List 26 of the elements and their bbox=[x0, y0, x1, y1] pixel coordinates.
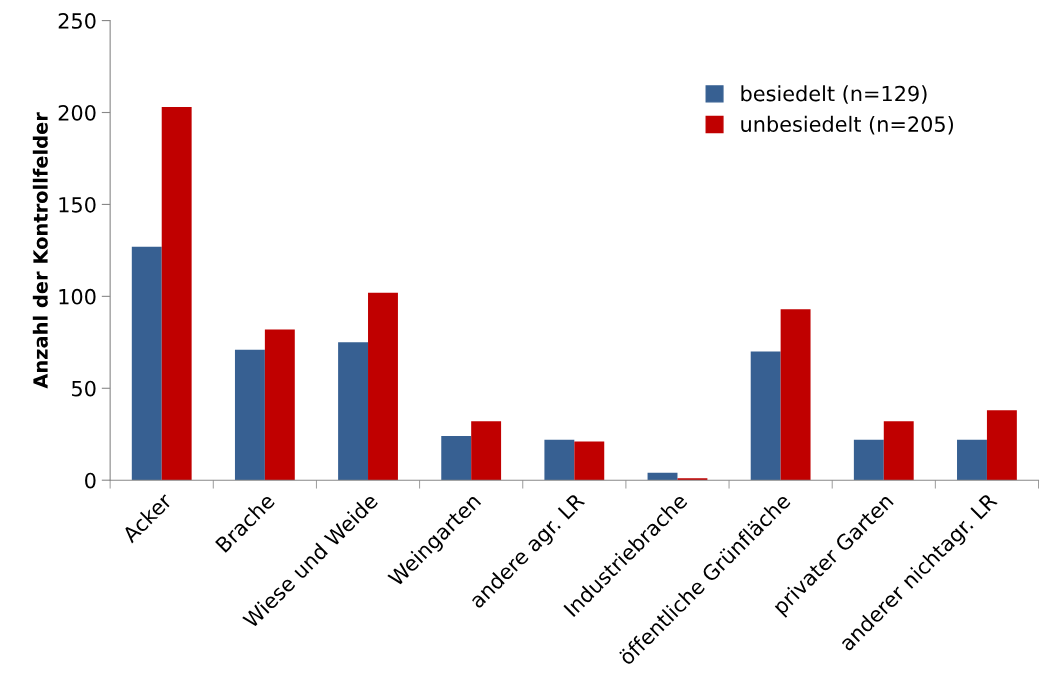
legend-label: besiedelt (n=129) bbox=[741, 85, 927, 104]
y-tick-label: 100 bbox=[59, 288, 96, 305]
legend-label: unbesiedelt (n=205) bbox=[741, 115, 953, 135]
y-tick-label: 50 bbox=[72, 380, 96, 397]
bar bbox=[161, 106, 192, 481]
bar bbox=[957, 439, 987, 481]
bar bbox=[264, 329, 295, 481]
bar bbox=[368, 292, 398, 481]
bar bbox=[234, 349, 265, 481]
bar bbox=[986, 410, 1017, 481]
bar bbox=[471, 421, 502, 481]
y-tick-label: 250 bbox=[58, 13, 96, 29]
bar bbox=[647, 472, 678, 481]
bar bbox=[131, 246, 162, 481]
bar bbox=[750, 351, 781, 481]
bar bbox=[544, 439, 575, 481]
bar bbox=[441, 436, 472, 481]
y-tick-label: 0 bbox=[85, 472, 96, 489]
bar bbox=[338, 342, 369, 481]
y-axis-title: Anzahl der Kontrollfelder bbox=[32, 112, 48, 389]
y-tick-label: 200 bbox=[58, 104, 96, 121]
y-tick-label: 150 bbox=[59, 196, 96, 213]
bar bbox=[853, 439, 884, 481]
bar bbox=[574, 441, 605, 481]
bar bbox=[883, 421, 914, 481]
bar bbox=[780, 309, 811, 481]
